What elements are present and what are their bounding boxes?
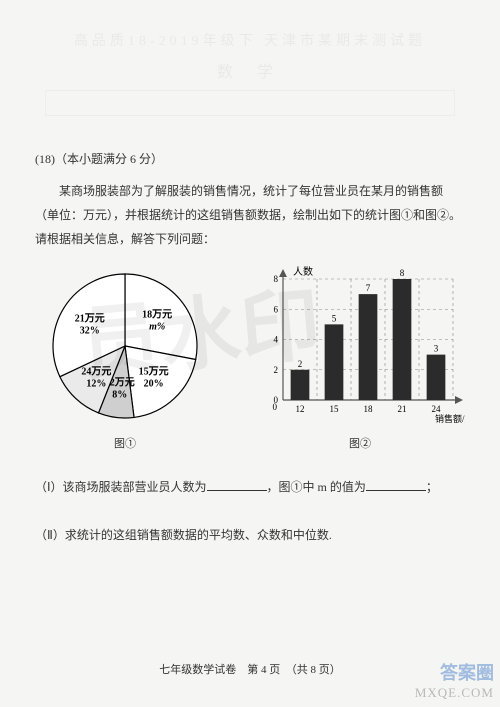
svg-text:21: 21 xyxy=(398,404,407,414)
faded-box xyxy=(45,90,455,116)
svg-text:人数: 人数 xyxy=(293,265,313,278)
svg-text:m%: m% xyxy=(149,321,165,332)
sub-question-1: （Ⅰ）该商场服装部营业员人数为 ，图①中 m 的值为 ； xyxy=(35,475,465,499)
svg-text:18: 18 xyxy=(364,404,374,414)
svg-text:12%: 12% xyxy=(86,378,106,389)
sq1-prefix: （Ⅰ）该商场服装部营业员人数为 xyxy=(35,480,207,494)
sq1-suffix: ； xyxy=(426,480,438,494)
blank-2 xyxy=(366,478,426,491)
svg-text:0: 0 xyxy=(273,402,278,412)
pie-chart: 18万元m%15万元20%12万元8%24万元12%21万元32% xyxy=(35,261,215,426)
faded-header: 高品质18-2019年级下 天津市某期末测试题 数 学 xyxy=(35,30,465,150)
pie-caption: 图① xyxy=(35,435,215,451)
bar-caption: 图② xyxy=(255,435,465,451)
svg-text:2: 2 xyxy=(274,365,279,375)
svg-text:8: 8 xyxy=(274,274,279,284)
svg-text:15万元: 15万元 xyxy=(139,365,169,377)
blank-1 xyxy=(207,478,267,491)
charts-row: 18万元m%15万元20%12万元8%24万元12%21万元32% 图① 024… xyxy=(35,261,465,451)
svg-text:销售额/万: 销售额/万 xyxy=(435,413,465,424)
faded-line2: 数 学 xyxy=(35,58,465,82)
svg-text:12: 12 xyxy=(296,404,305,414)
svg-text:4: 4 xyxy=(274,335,279,345)
svg-text:20%: 20% xyxy=(144,378,164,389)
svg-text:21万元: 21万元 xyxy=(75,313,105,325)
corner-watermark-url: MXQE.COM xyxy=(415,685,494,701)
svg-text:18万元: 18万元 xyxy=(142,308,172,320)
sub-question-2: （Ⅱ）求统计的这组销售额数据的平均数、众数和中位数. xyxy=(35,523,465,547)
corner-watermark-title: 答案圈 xyxy=(415,659,494,685)
svg-text:8: 8 xyxy=(400,268,405,278)
corner-watermark: 答案圈 MXQE.COM xyxy=(415,659,494,701)
faded-line1: 高品质18-2019年级下 天津市某期末测试题 xyxy=(35,30,465,50)
sq1-mid: ，图①中 m 的值为 xyxy=(267,480,366,494)
svg-text:5: 5 xyxy=(332,313,337,323)
svg-text:2: 2 xyxy=(298,359,303,369)
svg-text:8%: 8% xyxy=(112,389,127,400)
svg-text:24: 24 xyxy=(432,404,442,414)
question-text: 某商场服装部为了解服装的销售情况，统计了每位营业员在某月的销售额（单位：万元），… xyxy=(35,179,465,251)
svg-text:24万元: 24万元 xyxy=(81,365,111,377)
svg-text:3: 3 xyxy=(434,344,439,354)
bar-chart-area: 02468212515718821324人数销售额/万0 图② xyxy=(255,261,465,451)
svg-text:6: 6 xyxy=(274,304,279,314)
svg-text:7: 7 xyxy=(366,283,371,293)
pie-chart-area: 18万元m%15万元20%12万元8%24万元12%21万元32% 图① xyxy=(35,261,215,451)
question-number: (18)（本小题满分 6 分） xyxy=(35,150,465,167)
svg-text:15: 15 xyxy=(330,404,340,414)
svg-text:32%: 32% xyxy=(80,326,100,337)
bar-chart: 02468212515718821324人数销售额/万0 xyxy=(255,261,465,426)
